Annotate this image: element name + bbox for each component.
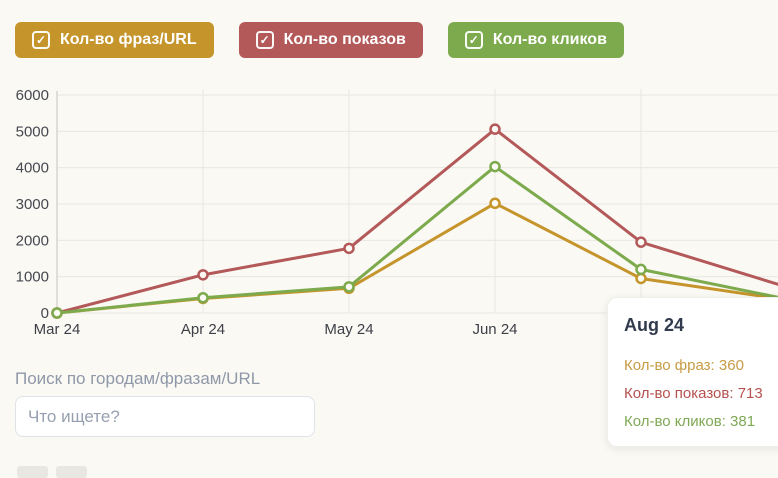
x-axis-tick-label: Apr 24 xyxy=(181,321,225,338)
series-line xyxy=(55,165,778,315)
legend-toggle-phrases[interactable]: ✓ Кол-во фраз/URL xyxy=(15,22,214,58)
data-point-marker[interactable] xyxy=(489,197,501,210)
checkbox-checked-icon: ✓ xyxy=(32,31,50,49)
data-point-marker[interactable] xyxy=(635,272,647,285)
tooltip-row-impressions: Кол-во показов: 713 xyxy=(624,385,763,402)
y-axis-tick-label: 0 xyxy=(41,305,49,322)
data-point-marker[interactable] xyxy=(635,263,647,276)
chart-legend: ✓ Кол-во фраз/URL ✓ Кол-во показов ✓ Кол… xyxy=(15,22,624,58)
data-point-marker[interactable] xyxy=(343,242,355,255)
tooltip-row-phrases: Кол-во фраз: 360 xyxy=(624,357,744,374)
bottom-action-button-2[interactable] xyxy=(56,466,87,478)
line-chart: 0 1000 2000 3000 4000 5000 6000 Mar 24 Apr 24 May… xyxy=(16,87,778,338)
chart-tooltip: Aug 24 Кол-во фраз: 360 Кол-во показов: … xyxy=(607,297,778,447)
x-axis-tick-label: Mar 24 xyxy=(34,321,81,338)
bottom-action-button-1[interactable] xyxy=(17,466,48,478)
y-axis-tick-label: 2000 xyxy=(16,232,49,249)
legend-label-impressions: Кол-во показов xyxy=(283,31,406,48)
search-label: Поиск по городам/фразам/URL xyxy=(15,369,261,388)
y-axis-tick-label: 5000 xyxy=(16,123,49,140)
legend-label-phrases: Кол-во фраз/URL xyxy=(60,31,197,48)
x-axis-tick-label: May 24 xyxy=(324,321,373,338)
tooltip-row-clicks: Кол-во кликов: 381 xyxy=(624,413,756,430)
data-point-marker[interactable] xyxy=(489,160,501,173)
legend-toggle-impressions[interactable]: ✓ Кол-во показов xyxy=(238,22,423,58)
x-axis-tick-label: Jun 24 xyxy=(472,321,517,338)
legend-toggle-clicks[interactable]: ✓ Кол-во кликов xyxy=(447,22,624,58)
data-point-marker[interactable] xyxy=(197,269,209,281)
data-point-marker[interactable] xyxy=(635,236,647,248)
data-point-marker[interactable] xyxy=(51,307,63,319)
data-point-marker[interactable] xyxy=(197,291,209,304)
y-axis-tick-label: 6000 xyxy=(16,87,49,104)
tooltip-title: Aug 24 xyxy=(624,315,685,335)
y-axis-tick-label: 1000 xyxy=(16,269,49,286)
search-input[interactable] xyxy=(15,396,315,437)
line-chart-area: 0 1000 2000 3000 4000 5000 6000 Mar 24 Apr 24 May… xyxy=(0,85,778,347)
checkbox-checked-icon: ✓ xyxy=(255,31,274,49)
y-axis-tick-label: 4000 xyxy=(16,160,49,177)
series-line xyxy=(55,127,778,315)
data-point-marker[interactable] xyxy=(343,281,355,293)
data-point-marker[interactable] xyxy=(489,123,501,135)
legend-label-clicks: Кол-во кликов xyxy=(492,31,607,48)
checkbox-checked-icon: ✓ xyxy=(464,31,483,49)
y-axis-tick-label: 3000 xyxy=(16,196,49,213)
